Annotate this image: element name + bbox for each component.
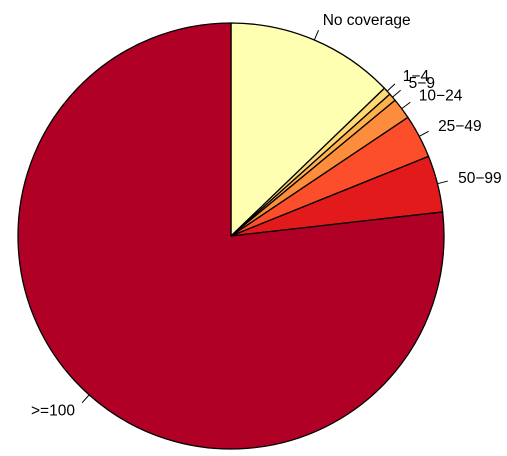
pie-label-10-24: 10−24 xyxy=(419,87,463,104)
pie-label-no-coverage: No coverage xyxy=(323,12,411,29)
pie-label-lines xyxy=(81,29,448,404)
pie-label-line-1-4 xyxy=(386,83,396,92)
pie-label-gte-100: >=100 xyxy=(31,402,75,419)
pie-label-line-5-9 xyxy=(392,89,401,98)
pie-label-line-gte-100 xyxy=(81,394,90,404)
pie-label-line-25-49 xyxy=(419,130,429,137)
pie-slice-gte-100 xyxy=(17,22,445,450)
pie-label-1-4: 1−4 xyxy=(403,68,430,85)
pie-slice-no-coverage xyxy=(230,22,386,237)
pie-label-line-50-99 xyxy=(437,180,448,185)
pie-slices xyxy=(17,22,445,450)
pie-label-5-9: 5−9 xyxy=(409,75,435,92)
pie-label-25-49: 25−49 xyxy=(438,118,482,135)
pie-labels: No coverage 1−45−910−24 25−49 50−99 >=100 xyxy=(31,12,502,419)
pie-label-line-10-24 xyxy=(401,101,411,110)
pie-label-line-no-coverage xyxy=(313,29,319,41)
pie-label-50-99: 50−99 xyxy=(458,170,502,187)
